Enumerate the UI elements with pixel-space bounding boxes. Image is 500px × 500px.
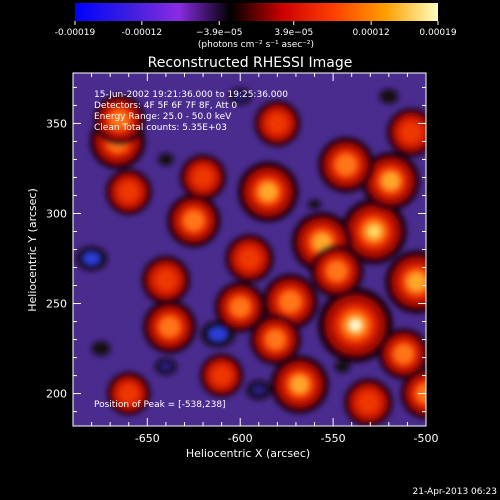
source-blob bbox=[246, 255, 253, 262]
y-tick-label: 350 bbox=[46, 117, 67, 130]
source-blob bbox=[286, 297, 295, 306]
dim-core bbox=[83, 252, 100, 265]
source-blob bbox=[271, 336, 280, 344]
source-blob bbox=[274, 120, 281, 127]
dim-core bbox=[161, 156, 170, 163]
source-blob bbox=[386, 177, 395, 186]
source-blob bbox=[365, 399, 372, 406]
colorbar-ticks: -0.00019 -0.00012 −3.9e−05 3.9e−05 0.00012 0.… bbox=[55, 21, 457, 38]
colorbar-label: (photons cm⁻² s⁻¹ asec⁻²) bbox=[198, 40, 314, 50]
y-tick-label: 250 bbox=[46, 298, 67, 311]
y-tick-label: 200 bbox=[46, 388, 67, 401]
annotation-line: Detectors: 4F 5F 6F 7F 8F, Att 0 bbox=[94, 101, 237, 111]
peak-position-label: Position of Peak = [-538,238] bbox=[94, 400, 226, 410]
x-axis: -650 -600 -550 -500 bbox=[72, 73, 439, 445]
x-tick-label: -550 bbox=[321, 432, 346, 445]
annotation-line: 15-Jun-2002 19:21:36.000 to 19:25:36.000 bbox=[94, 90, 288, 100]
y-axis: 200 250 300 350 bbox=[46, 86, 426, 413]
annotations: 15-Jun-2002 19:21:36.000 to 19:25:36.000… bbox=[94, 90, 288, 133]
colorbar-tick-label: −3.9e−05 bbox=[196, 28, 242, 38]
dim-core bbox=[338, 363, 347, 370]
dim-core bbox=[234, 92, 246, 101]
source-blob bbox=[115, 116, 123, 124]
source-blob bbox=[165, 323, 174, 331]
source-blob bbox=[350, 319, 361, 331]
source-blob bbox=[125, 188, 132, 196]
colorbar-tick-label: 0.00019 bbox=[419, 28, 456, 38]
source-blob bbox=[125, 390, 132, 397]
source-blob bbox=[412, 277, 422, 287]
source-blob bbox=[218, 372, 225, 379]
source-blob bbox=[407, 129, 415, 136]
dim-core bbox=[252, 385, 266, 395]
colorbar-tick-label: 3.9e−05 bbox=[274, 28, 313, 38]
colorbar: -0.00019 -0.00012 −3.9e−05 3.9e−05 0.00012 0.… bbox=[55, 3, 457, 50]
source-blob bbox=[342, 161, 350, 169]
source-blob bbox=[295, 380, 304, 389]
source-blob bbox=[369, 226, 379, 237]
x-tick-label: -650 bbox=[135, 432, 160, 445]
colorbar-tick-label: 0.00012 bbox=[353, 28, 390, 38]
x-axis-label: Heliocentric X (arcsec) bbox=[186, 447, 310, 460]
source-blob bbox=[263, 187, 273, 197]
source-blob bbox=[190, 217, 198, 225]
source-blob bbox=[333, 267, 341, 275]
source-blob bbox=[199, 174, 207, 181]
y-tick-label: 300 bbox=[46, 207, 67, 220]
source-blob bbox=[400, 350, 408, 358]
colorbar-tick-label: -0.00012 bbox=[122, 28, 162, 38]
dim-core bbox=[383, 92, 394, 101]
colorbar-gradient bbox=[75, 3, 438, 21]
annotation-line: Clean Total counts: 5.35E+03 bbox=[94, 123, 227, 133]
dim-core bbox=[311, 202, 318, 207]
dim-core bbox=[160, 362, 172, 371]
source-blob bbox=[162, 276, 170, 284]
chart-title: Reconstructed RHESSI Image bbox=[148, 55, 353, 71]
y-axis-label: Heliocentric Y (arcsec) bbox=[26, 188, 39, 312]
footer-date: 21-Apr-2013 06:23 bbox=[413, 487, 497, 497]
dim-core bbox=[95, 344, 106, 353]
x-tick-label: -500 bbox=[414, 432, 439, 445]
dim-core bbox=[208, 327, 227, 341]
source-blob bbox=[317, 238, 327, 247]
colorbar-tick-label: -0.00019 bbox=[55, 28, 96, 38]
heatmap bbox=[73, 73, 426, 426]
x-tick-label: -600 bbox=[228, 432, 253, 445]
source-blob bbox=[236, 303, 244, 311]
annotation-line: Energy Range: 25.0 - 50.0 keV bbox=[94, 112, 232, 122]
